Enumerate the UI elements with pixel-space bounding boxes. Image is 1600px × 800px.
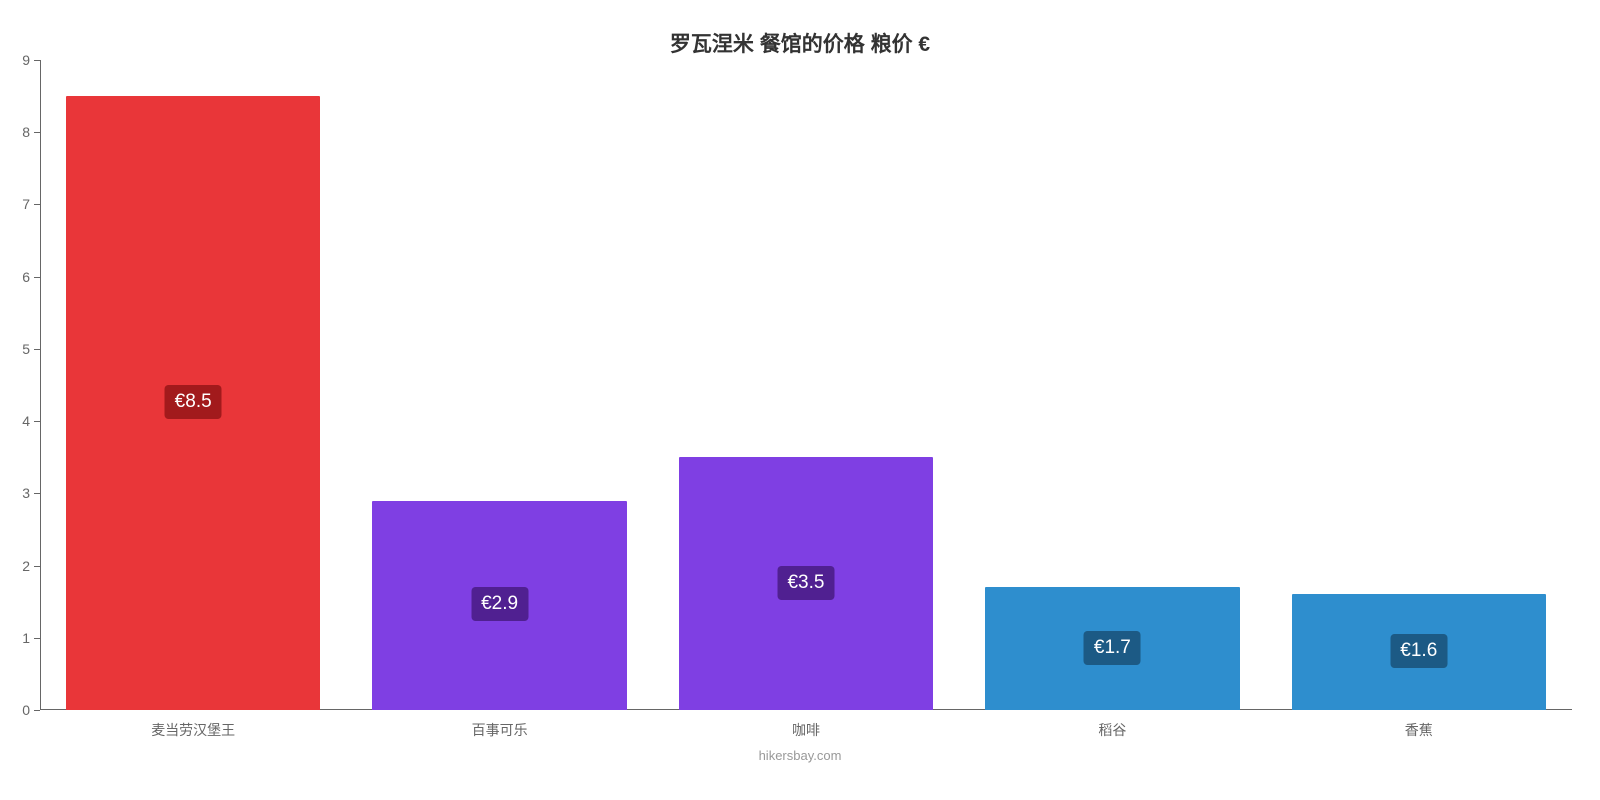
y-tick-mark — [34, 638, 40, 639]
value-badge: €2.9 — [471, 587, 528, 621]
category-label: 咖啡 — [792, 710, 820, 740]
bars-container: €8.5 €2.9 €3.5 €1.7 €1.6 — [40, 60, 1572, 710]
value-badge: €8.5 — [165, 385, 222, 419]
bar: €3.5 — [679, 457, 933, 710]
category-label: 稻谷 — [1098, 710, 1126, 740]
chart-plot-area: €8.5€2.9€3.5€1.7€1.6 0123456789麦当劳汉堡王百事可… — [40, 60, 1572, 710]
bar: €1.7 — [985, 587, 1239, 710]
attribution-text: hikersbay.com — [0, 748, 1600, 763]
category-label: 百事可乐 — [472, 710, 528, 740]
value-badge: €3.5 — [777, 566, 834, 600]
y-tick-mark — [34, 204, 40, 205]
value-badge: €1.6 — [1390, 634, 1447, 668]
y-tick-mark — [34, 349, 40, 350]
bar: €8.5 — [66, 96, 320, 710]
y-tick-mark — [34, 60, 40, 61]
y-tick-mark — [34, 132, 40, 133]
y-tick-mark — [34, 566, 40, 567]
y-tick-mark — [34, 710, 40, 711]
category-label: 麦当劳汉堡王 — [151, 710, 235, 740]
chart-title: 罗瓦涅米 餐馆的价格 粮价 € — [0, 28, 1600, 58]
y-tick-mark — [34, 277, 40, 278]
value-badge: €1.7 — [1084, 631, 1141, 665]
y-tick-mark — [34, 493, 40, 494]
bar: €2.9 — [372, 501, 626, 710]
category-label: 香蕉 — [1405, 710, 1433, 740]
bar: €1.6 — [1292, 594, 1546, 710]
y-tick-mark — [34, 421, 40, 422]
